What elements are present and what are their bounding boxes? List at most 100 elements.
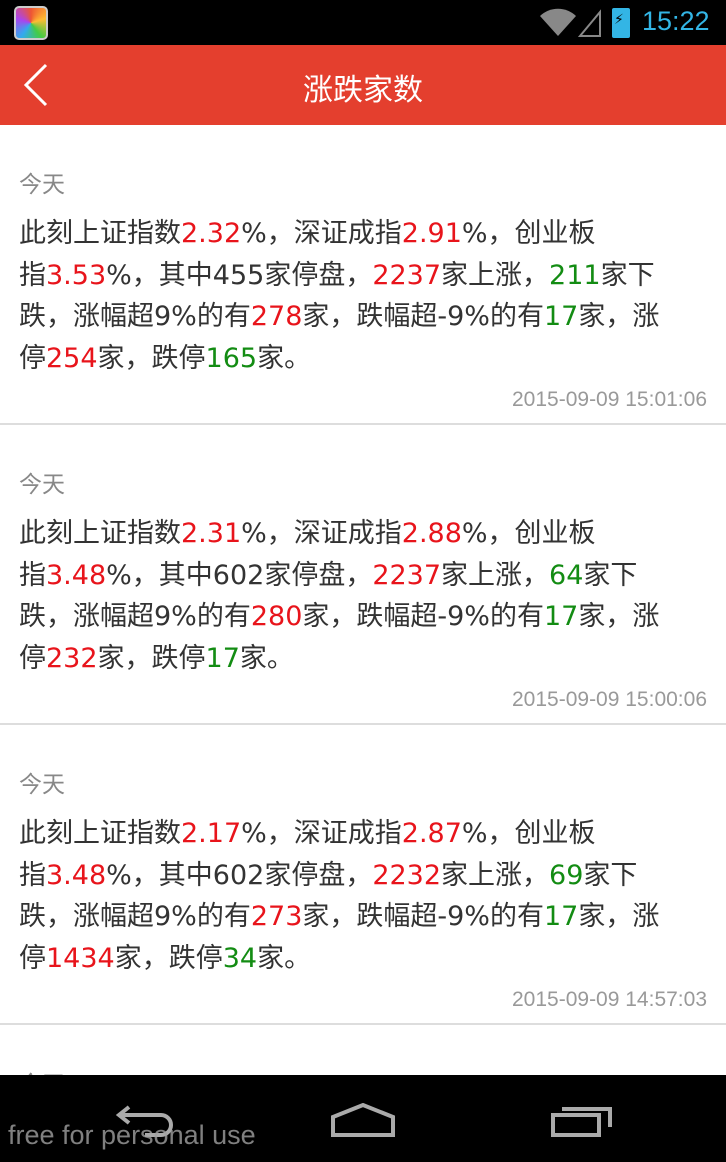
text-segment: 家，跌停 xyxy=(114,942,223,974)
watermark: free for personal use xyxy=(8,1120,256,1150)
value-up: 2.32 xyxy=(181,218,242,249)
text-line: 指3.48%，其中602家停盘，2237家上涨，64家下 xyxy=(19,555,659,597)
value-down: 69 xyxy=(549,859,584,891)
value-up: 3.53 xyxy=(46,259,107,291)
text-segment: 家，跌幅超-9%的有 xyxy=(302,601,544,632)
text-segment: %，创业板 xyxy=(461,218,596,249)
value-up: 2.87 xyxy=(401,818,462,849)
value-down: 64 xyxy=(549,559,584,591)
text-segment: 家上涨， xyxy=(441,259,550,291)
text-segment: 家，跌幅超-9%的有 xyxy=(302,901,544,932)
entry-day: 今天 xyxy=(19,472,65,498)
text-segment: %，创业板 xyxy=(461,818,596,849)
text-segment: 跌，涨幅超9%的有 xyxy=(19,601,251,632)
text-segment: 家，涨 xyxy=(578,901,660,932)
text-line: 指3.53%，其中455家停盘，2237家上涨，211家下 xyxy=(19,255,659,297)
value-up: 2232 xyxy=(372,859,442,891)
text-segment: 跌，涨幅超9%的有 xyxy=(19,901,251,932)
text-line: 此刻上证指数2.17%，深证成指2.87%，创业板 xyxy=(19,813,659,855)
value-up: 1434 xyxy=(46,942,115,974)
value-down: 17 xyxy=(543,301,579,332)
entry-text: 此刻上证指数2.17%，深证成指2.87%，创业板 指3.48%，其中602家停盘… xyxy=(19,813,659,979)
home-icon[interactable] xyxy=(330,1103,396,1139)
text-segment: 家，跌停 xyxy=(97,342,206,374)
text-line: 跌，涨幅超9%的有273家，跌幅超-9%的有17家，涨 xyxy=(19,896,659,938)
value-up: 280 xyxy=(250,601,303,632)
value-down: 34 xyxy=(222,942,258,974)
value-up: 232 xyxy=(46,642,98,674)
page-title: 涨跌家数 xyxy=(303,73,423,108)
entry-timestamp: 2015-09-09 15:00:06 xyxy=(512,688,707,711)
text-line: 跌，涨幅超9%的有278家，跌幅超-9%的有17家，涨 xyxy=(19,296,659,338)
value-down: 17 xyxy=(543,601,579,632)
value-up: 278 xyxy=(250,301,303,332)
text-line: 此刻上证指数2.31%，深证成指2.88%，创业板 xyxy=(19,513,659,555)
text-line: 停1434家，跌停34家。 xyxy=(19,938,659,980)
entry-day: 今天 xyxy=(19,172,65,198)
list-item[interactable]: 今天 此刻上证指数2.32%，深证成指2.91%，创业板 指3.53%，其中455家… xyxy=(0,125,726,425)
text-segment: 家。 xyxy=(239,642,294,674)
back-arrow-icon[interactable] xyxy=(20,63,54,107)
wifi-icon xyxy=(540,8,576,37)
signal-icon xyxy=(578,9,601,37)
text-line: 停254家，跌停165家。 xyxy=(19,338,659,380)
text-segment: %，其中602家停盘， xyxy=(106,859,373,891)
app-notification-icon xyxy=(14,6,48,40)
value-down: 17 xyxy=(205,642,240,674)
text-segment: 家。 xyxy=(257,942,312,974)
text-segment: 家。 xyxy=(257,342,312,374)
text-line: 停232家，跌停17家。 xyxy=(19,638,659,680)
entry-list[interactable]: 今天 此刻上证指数2.32%，深证成指2.91%，创业板 指3.53%，其中455家… xyxy=(0,125,726,1098)
text-segment: 家上涨， xyxy=(441,859,550,891)
battery-icon xyxy=(612,8,630,38)
text-segment: 指 xyxy=(19,859,46,891)
text-segment: 家，跌停 xyxy=(97,642,206,674)
text-segment: 停 xyxy=(19,942,46,974)
app-header: 涨跌家数 xyxy=(0,45,726,125)
text-segment: 家下 xyxy=(600,259,655,291)
text-segment: 此刻上证指数 xyxy=(19,818,181,849)
text-segment: 停 xyxy=(19,642,46,674)
value-up: 2.91 xyxy=(401,218,462,249)
text-line: 跌，涨幅超9%的有280家，跌幅超-9%的有17家，涨 xyxy=(19,596,659,638)
text-segment: %，深证成指 xyxy=(241,218,402,249)
text-segment: 停 xyxy=(19,342,46,374)
entry-text: 此刻上证指数2.32%，深证成指2.91%，创业板 指3.53%，其中455家停盘… xyxy=(19,213,659,379)
value-down: 17 xyxy=(543,901,579,932)
value-up: 3.48 xyxy=(46,859,107,891)
text-segment: %，深证成指 xyxy=(241,818,402,849)
text-segment: 跌，涨幅超9%的有 xyxy=(19,301,251,332)
status-bar: 15:22 xyxy=(0,0,726,45)
value-down: 165 xyxy=(205,342,258,374)
status-time: 15:22 xyxy=(642,6,710,36)
text-segment: 指 xyxy=(19,559,46,591)
back-nav-icon[interactable] xyxy=(115,1103,177,1139)
value-up: 273 xyxy=(250,901,303,932)
text-segment: 家，跌幅超-9%的有 xyxy=(302,301,544,332)
text-line: 指3.48%，其中602家停盘，2232家上涨，69家下 xyxy=(19,855,659,897)
text-segment: 家，涨 xyxy=(578,601,660,632)
text-segment: 此刻上证指数 xyxy=(19,218,181,249)
value-up: 2.17 xyxy=(181,818,242,849)
text-segment: 家，涨 xyxy=(578,301,660,332)
value-up: 2.88 xyxy=(401,518,462,549)
entry-timestamp: 2015-09-09 15:01:06 xyxy=(512,388,707,411)
list-item[interactable]: 今天 xyxy=(0,1025,726,1098)
value-up: 3.48 xyxy=(46,559,107,591)
text-segment: %，其中602家停盘， xyxy=(106,559,373,591)
entry-text: 此刻上证指数2.31%，深证成指2.88%，创业板 指3.48%，其中602家停盘… xyxy=(19,513,659,679)
value-up: 2237 xyxy=(372,259,442,291)
text-line: 此刻上证指数2.32%，深证成指2.91%，创业板 xyxy=(19,213,659,255)
value-up: 2.31 xyxy=(181,518,242,549)
entry-day: 今天 xyxy=(19,772,65,798)
text-segment: %，其中455家停盘， xyxy=(106,259,373,291)
text-segment: 指 xyxy=(19,259,46,291)
value-down: 211 xyxy=(549,259,601,291)
text-segment: 家下 xyxy=(583,559,638,591)
text-segment: %，深证成指 xyxy=(241,518,402,549)
text-segment: 家下 xyxy=(583,859,638,891)
list-item[interactable]: 今天 此刻上证指数2.31%，深证成指2.88%，创业板 指3.48%，其中602家… xyxy=(0,425,726,725)
recent-apps-icon[interactable] xyxy=(550,1103,614,1139)
list-item[interactable]: 今天 此刻上证指数2.17%，深证成指2.87%，创业板 指3.48%，其中602家… xyxy=(0,725,726,1025)
text-segment: 此刻上证指数 xyxy=(19,518,181,549)
